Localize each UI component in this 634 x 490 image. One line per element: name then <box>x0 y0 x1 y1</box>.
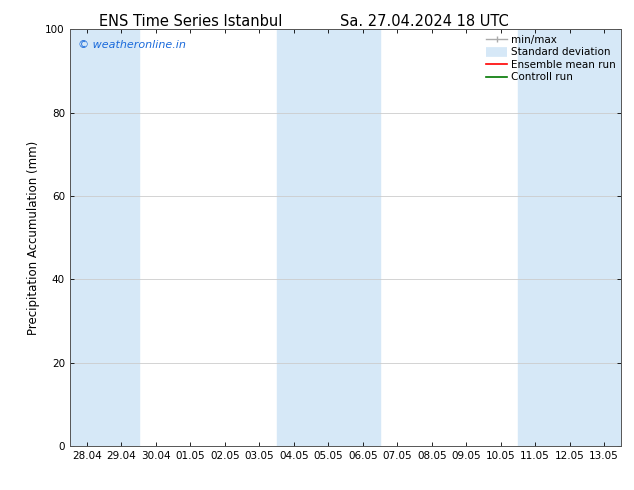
Text: © weatheronline.in: © weatheronline.in <box>78 40 186 50</box>
Bar <box>276 29 380 446</box>
Text: Sa. 27.04.2024 18 UTC: Sa. 27.04.2024 18 UTC <box>340 14 509 29</box>
Text: ENS Time Series Istanbul: ENS Time Series Istanbul <box>98 14 282 29</box>
Bar <box>70 29 139 446</box>
Bar <box>518 29 621 446</box>
Legend: min/max, Standard deviation, Ensemble mean run, Controll run: min/max, Standard deviation, Ensemble me… <box>483 31 619 86</box>
Y-axis label: Precipitation Accumulation (mm): Precipitation Accumulation (mm) <box>27 141 40 335</box>
